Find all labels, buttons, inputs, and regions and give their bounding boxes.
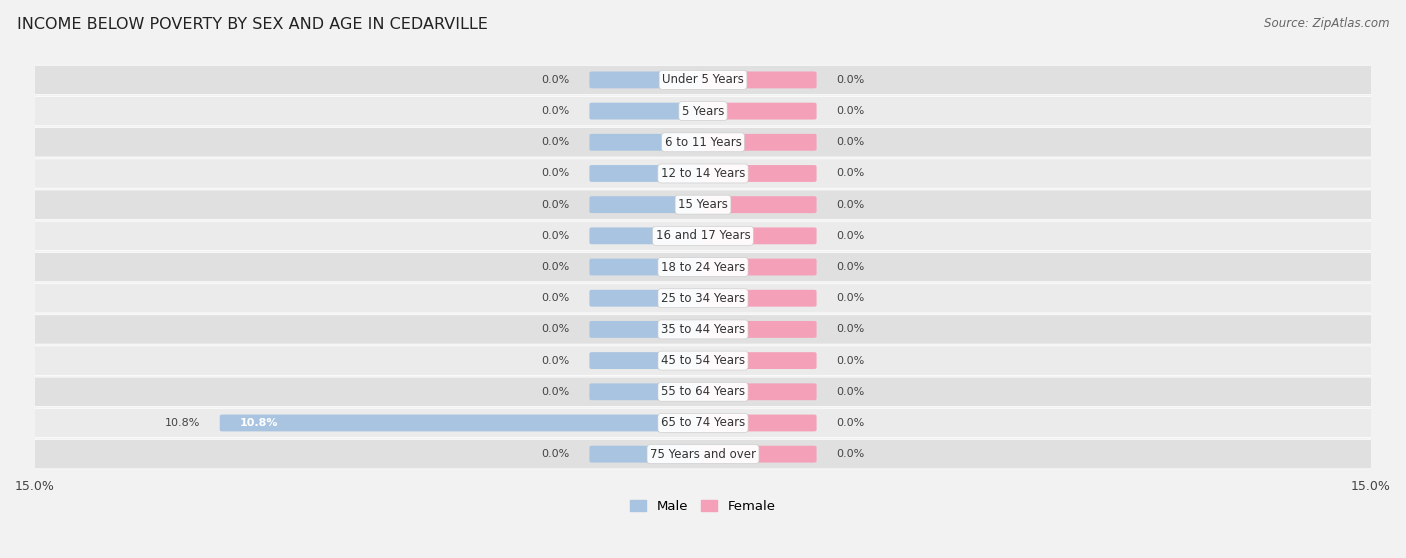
FancyBboxPatch shape: [34, 190, 1372, 219]
Text: 0.0%: 0.0%: [541, 387, 569, 397]
Text: 6 to 11 Years: 6 to 11 Years: [665, 136, 741, 149]
FancyBboxPatch shape: [589, 228, 706, 244]
Text: 0.0%: 0.0%: [837, 418, 865, 428]
FancyBboxPatch shape: [34, 440, 1372, 469]
Text: 0.0%: 0.0%: [541, 231, 569, 241]
Text: 0.0%: 0.0%: [837, 75, 865, 85]
FancyBboxPatch shape: [589, 383, 706, 400]
FancyBboxPatch shape: [589, 321, 706, 338]
Text: 0.0%: 0.0%: [541, 293, 569, 303]
FancyBboxPatch shape: [34, 159, 1372, 188]
Text: 45 to 54 Years: 45 to 54 Years: [661, 354, 745, 367]
Text: 0.0%: 0.0%: [541, 449, 569, 459]
Text: 0.0%: 0.0%: [541, 169, 569, 179]
Text: 0.0%: 0.0%: [837, 200, 865, 210]
Text: Under 5 Years: Under 5 Years: [662, 74, 744, 86]
FancyBboxPatch shape: [34, 97, 1372, 126]
FancyBboxPatch shape: [34, 377, 1372, 406]
Text: 0.0%: 0.0%: [837, 262, 865, 272]
Text: 0.0%: 0.0%: [837, 355, 865, 365]
Text: 0.0%: 0.0%: [541, 262, 569, 272]
Text: 5 Years: 5 Years: [682, 104, 724, 118]
Text: 12 to 14 Years: 12 to 14 Years: [661, 167, 745, 180]
Text: 0.0%: 0.0%: [541, 106, 569, 116]
Text: 10.8%: 10.8%: [165, 418, 200, 428]
FancyBboxPatch shape: [700, 415, 817, 431]
Text: 18 to 24 Years: 18 to 24 Years: [661, 261, 745, 273]
Text: 10.8%: 10.8%: [240, 418, 278, 428]
FancyBboxPatch shape: [34, 346, 1372, 376]
FancyBboxPatch shape: [700, 228, 817, 244]
FancyBboxPatch shape: [700, 134, 817, 151]
FancyBboxPatch shape: [700, 321, 817, 338]
FancyBboxPatch shape: [700, 446, 817, 463]
FancyBboxPatch shape: [589, 196, 706, 213]
Text: 0.0%: 0.0%: [541, 137, 569, 147]
Text: 0.0%: 0.0%: [837, 449, 865, 459]
Text: 0.0%: 0.0%: [837, 169, 865, 179]
FancyBboxPatch shape: [34, 315, 1372, 344]
Text: 0.0%: 0.0%: [837, 106, 865, 116]
FancyBboxPatch shape: [589, 103, 706, 119]
FancyBboxPatch shape: [700, 290, 817, 307]
FancyBboxPatch shape: [219, 415, 706, 431]
Text: 0.0%: 0.0%: [837, 137, 865, 147]
FancyBboxPatch shape: [589, 258, 706, 276]
Text: 35 to 44 Years: 35 to 44 Years: [661, 323, 745, 336]
Text: 0.0%: 0.0%: [837, 387, 865, 397]
FancyBboxPatch shape: [34, 221, 1372, 251]
Text: Source: ZipAtlas.com: Source: ZipAtlas.com: [1264, 17, 1389, 30]
FancyBboxPatch shape: [589, 446, 706, 463]
Legend: Male, Female: Male, Female: [630, 501, 776, 513]
FancyBboxPatch shape: [34, 408, 1372, 437]
FancyBboxPatch shape: [589, 290, 706, 307]
Text: 0.0%: 0.0%: [541, 324, 569, 334]
FancyBboxPatch shape: [34, 252, 1372, 282]
FancyBboxPatch shape: [589, 352, 706, 369]
Text: 0.0%: 0.0%: [541, 200, 569, 210]
FancyBboxPatch shape: [589, 165, 706, 182]
FancyBboxPatch shape: [700, 165, 817, 182]
FancyBboxPatch shape: [700, 103, 817, 119]
FancyBboxPatch shape: [700, 383, 817, 400]
Text: 16 and 17 Years: 16 and 17 Years: [655, 229, 751, 242]
Text: INCOME BELOW POVERTY BY SEX AND AGE IN CEDARVILLE: INCOME BELOW POVERTY BY SEX AND AGE IN C…: [17, 17, 488, 32]
Text: 0.0%: 0.0%: [541, 75, 569, 85]
FancyBboxPatch shape: [700, 352, 817, 369]
Text: 25 to 34 Years: 25 to 34 Years: [661, 292, 745, 305]
FancyBboxPatch shape: [34, 283, 1372, 313]
Text: 15 Years: 15 Years: [678, 198, 728, 211]
Text: 0.0%: 0.0%: [837, 293, 865, 303]
Text: 0.0%: 0.0%: [541, 355, 569, 365]
FancyBboxPatch shape: [34, 65, 1372, 94]
Text: 75 Years and over: 75 Years and over: [650, 448, 756, 461]
FancyBboxPatch shape: [589, 71, 706, 88]
Text: 55 to 64 Years: 55 to 64 Years: [661, 385, 745, 398]
FancyBboxPatch shape: [700, 196, 817, 213]
FancyBboxPatch shape: [589, 134, 706, 151]
FancyBboxPatch shape: [34, 128, 1372, 157]
Text: 0.0%: 0.0%: [837, 231, 865, 241]
Text: 65 to 74 Years: 65 to 74 Years: [661, 416, 745, 430]
Text: 0.0%: 0.0%: [837, 324, 865, 334]
FancyBboxPatch shape: [700, 71, 817, 88]
FancyBboxPatch shape: [700, 258, 817, 276]
